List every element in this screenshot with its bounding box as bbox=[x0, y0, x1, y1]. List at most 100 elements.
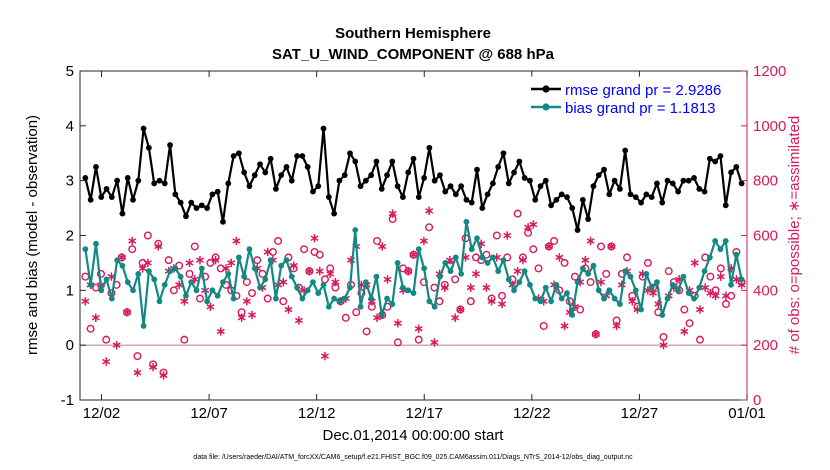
possible-obs-point bbox=[195, 294, 204, 303]
bias-point bbox=[738, 276, 745, 283]
assimilated-obs-point bbox=[518, 255, 527, 265]
possible-obs-point bbox=[596, 242, 605, 251]
bias-point bbox=[230, 295, 237, 302]
rmse-point bbox=[553, 196, 560, 203]
bias-point bbox=[468, 246, 475, 253]
assimilated-obs-point bbox=[471, 269, 481, 279]
rmse-point bbox=[389, 158, 396, 165]
rmse-point bbox=[479, 205, 486, 211]
x-tick-label: 12/17 bbox=[405, 405, 443, 422]
bias-point bbox=[733, 251, 740, 258]
y-axis-right-label: # of obs: o=possible; ∗=assimilated bbox=[786, 116, 803, 355]
rmse-point bbox=[738, 180, 745, 187]
bias-point bbox=[463, 218, 470, 225]
rmse-point bbox=[474, 166, 480, 173]
possible-obs-point bbox=[451, 275, 460, 284]
assimilated-obs-point bbox=[91, 313, 100, 322]
assimilated-obs-point bbox=[284, 305, 293, 314]
bias-point bbox=[558, 295, 565, 302]
rmse-point bbox=[341, 172, 348, 179]
bias-point bbox=[273, 295, 279, 302]
rmse-point bbox=[579, 196, 586, 203]
bias-point bbox=[214, 292, 221, 299]
assimilated-obs-point bbox=[695, 305, 704, 314]
rmse-point bbox=[283, 164, 290, 170]
assimilated-obs-point bbox=[487, 297, 496, 306]
assimilated-obs-point bbox=[159, 371, 168, 380]
bias-point bbox=[220, 279, 226, 286]
rmse-point bbox=[87, 196, 94, 203]
bias-point bbox=[161, 281, 168, 288]
assimilated-obs-point bbox=[123, 308, 132, 317]
possible-obs-point bbox=[242, 278, 251, 287]
possible-obs-point bbox=[529, 245, 538, 254]
assimilated-obs-point bbox=[612, 321, 621, 331]
possible-obs-point bbox=[659, 332, 668, 341]
rmse-point bbox=[569, 205, 576, 211]
possible-obs-point bbox=[180, 335, 189, 344]
assimilated-obs-point bbox=[456, 305, 465, 314]
bias-point bbox=[500, 257, 507, 264]
assimilated-obs-point bbox=[649, 288, 658, 298]
rmse-point bbox=[733, 164, 740, 170]
assimilated-obs-point bbox=[628, 297, 637, 306]
rmse-point bbox=[400, 194, 406, 201]
rmse-point bbox=[463, 196, 470, 203]
rmse-point bbox=[659, 199, 666, 206]
bias-point bbox=[564, 290, 570, 296]
bias-point bbox=[257, 284, 263, 291]
bias-point bbox=[93, 240, 99, 247]
bias-point bbox=[87, 281, 94, 288]
rmse-point bbox=[489, 180, 496, 187]
y-left-tick-label: 2 bbox=[66, 228, 74, 245]
bias-point bbox=[108, 295, 115, 302]
rmse-point bbox=[214, 188, 221, 195]
assimilated-obs-point bbox=[425, 206, 434, 216]
assimilated-obs-point bbox=[680, 327, 689, 336]
bias-point bbox=[664, 295, 671, 302]
bias-point bbox=[648, 284, 655, 291]
possible-obs-point bbox=[206, 258, 215, 267]
assimilated-obs-point bbox=[404, 266, 413, 276]
assimilated-obs-point bbox=[331, 277, 340, 287]
possible-obs-point bbox=[706, 272, 715, 281]
possible-obs-point bbox=[300, 245, 309, 254]
rmse-point bbox=[140, 125, 147, 132]
rmse-point bbox=[241, 169, 248, 176]
possible-obs-point bbox=[164, 256, 173, 265]
assimilated-obs-point bbox=[221, 264, 231, 273]
rmse-point bbox=[511, 169, 517, 176]
bias-point bbox=[188, 279, 195, 286]
legend-bias-label: bias grand pr = 1.1813 bbox=[565, 100, 716, 117]
assimilated-obs-point bbox=[149, 362, 158, 372]
bias-point bbox=[384, 295, 390, 302]
assimilated-obs-point bbox=[555, 253, 564, 262]
y-right-tick-label: 1000 bbox=[753, 118, 786, 135]
bias-point bbox=[130, 287, 136, 294]
rmse-point bbox=[362, 177, 369, 184]
bias-point bbox=[484, 260, 491, 266]
bias-point bbox=[82, 246, 89, 253]
rmse-point bbox=[675, 188, 682, 195]
assimilated-obs-point bbox=[419, 236, 428, 246]
bias-point bbox=[611, 295, 618, 302]
bias-point bbox=[341, 295, 348, 302]
y-axis-left: -1 0 1 2 3 4 5 bbox=[61, 63, 86, 409]
possible-obs-point bbox=[128, 245, 137, 254]
bias-point bbox=[98, 287, 105, 294]
bias-point bbox=[675, 287, 682, 294]
possible-obs-point bbox=[425, 223, 434, 232]
rmse-point bbox=[405, 169, 412, 176]
possible-obs-point bbox=[466, 297, 475, 306]
bias-point bbox=[394, 260, 401, 266]
legend-bias-marker bbox=[542, 103, 550, 111]
possible-obs-point bbox=[97, 269, 106, 278]
rmse-point bbox=[574, 227, 581, 233]
possible-obs-point bbox=[414, 335, 423, 344]
assimilated-obs-point bbox=[315, 266, 324, 276]
assimilated-obs-point bbox=[388, 209, 397, 218]
assimilated-obs-point bbox=[393, 319, 402, 328]
assimilated-obs-point bbox=[133, 368, 142, 377]
possible-obs-point bbox=[623, 253, 632, 262]
